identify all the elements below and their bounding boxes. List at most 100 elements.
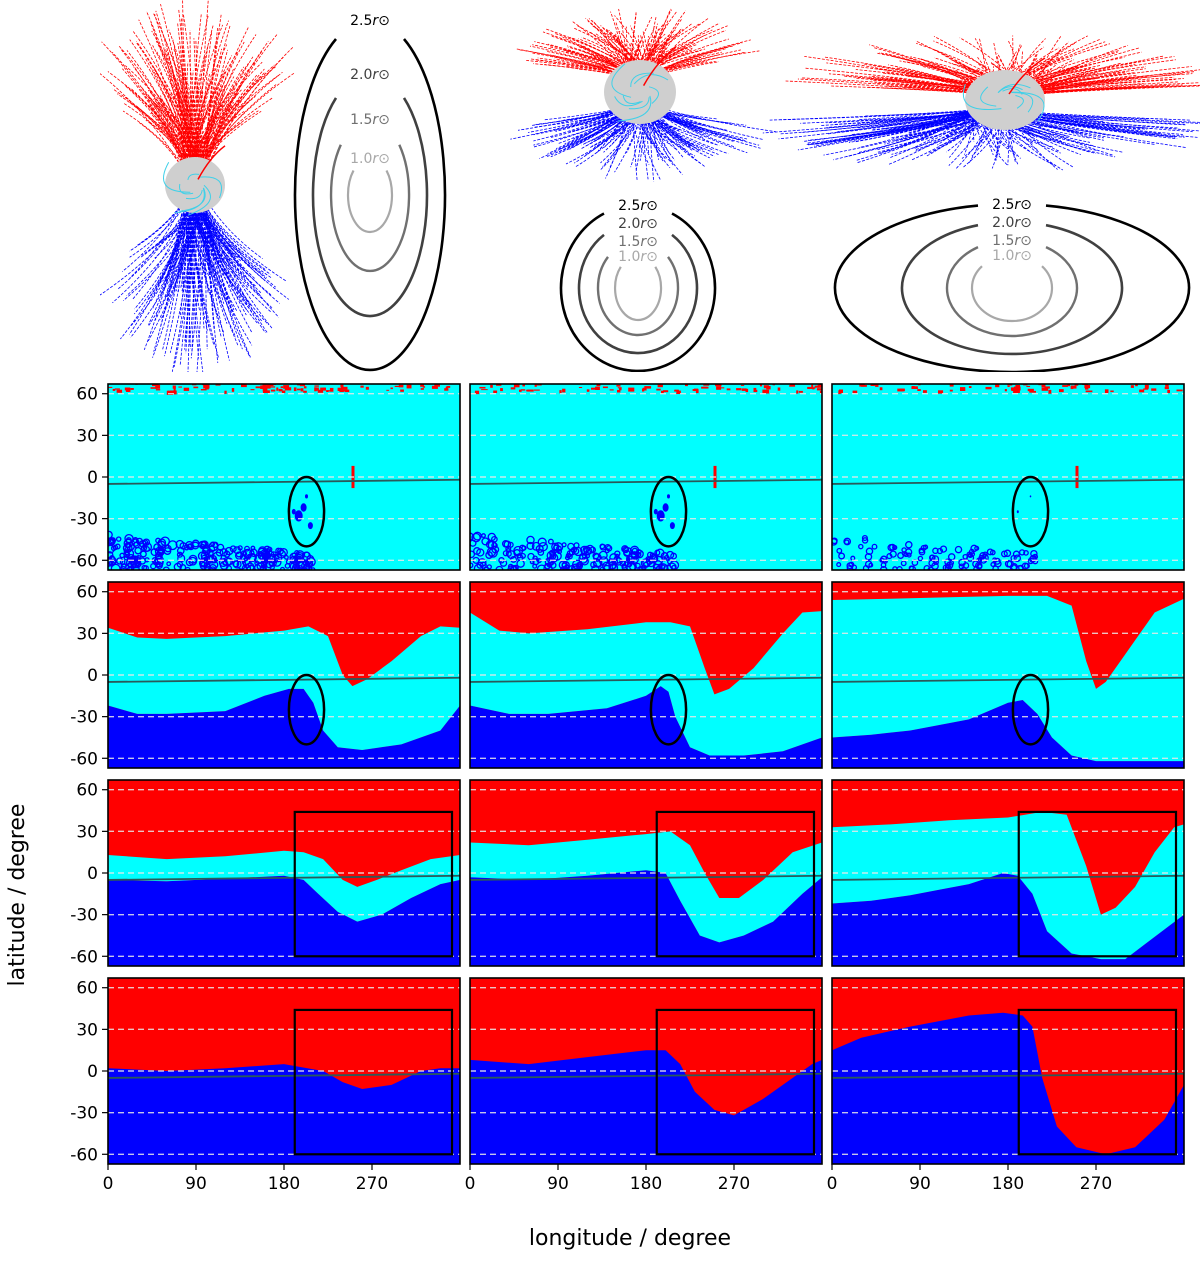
positive-fragment [1041, 384, 1046, 388]
negative-blob [653, 508, 658, 515]
positive-fragment [875, 384, 879, 387]
negative-network-cell [142, 538, 151, 546]
positive-fragment [268, 386, 276, 388]
panel-frame [469, 581, 823, 769]
map-panel-r1-c2 [469, 383, 823, 571]
negative-network-cell [487, 532, 497, 542]
negative-network-cell [901, 547, 907, 553]
positive-fragment [619, 388, 622, 391]
positive-fragment [386, 389, 390, 391]
negative-network-cell [306, 555, 315, 563]
positive-fragment [394, 385, 400, 387]
positive-fragment [1167, 389, 1170, 394]
region-marker-ellipse [649, 475, 688, 548]
positive-fragment [224, 390, 227, 394]
negative-network-cell [646, 551, 654, 558]
positive-fragment [183, 387, 190, 391]
positive-fragment [270, 389, 276, 392]
negative-network-cell [110, 563, 121, 570]
positive-fragment [796, 390, 799, 394]
positive-fragment [628, 387, 635, 392]
panel-frame [831, 779, 1185, 967]
negative-network-cell [566, 550, 574, 557]
negative-network-cell [608, 562, 619, 570]
negative-network-cell [108, 556, 117, 566]
negative-network-cell [233, 546, 242, 555]
region-marker-box [293, 1008, 454, 1156]
positive-fragment [616, 384, 621, 387]
negative-network-cell [570, 563, 581, 570]
negative-network-cell [115, 536, 122, 542]
negative-network-cell [944, 558, 952, 566]
negative-network-cell [179, 564, 187, 570]
positive-fragment [340, 384, 344, 388]
positive-fragment [474, 390, 480, 395]
negative-network-cell [974, 545, 980, 551]
equator-line [470, 676, 822, 683]
negative-network-cell [836, 547, 843, 554]
negative-network-cell [294, 551, 305, 562]
negative-region [470, 870, 822, 966]
map-panel-r1-c1: 60 30 0 -30 -60 [70, 383, 461, 571]
neutral-band [108, 626, 460, 750]
x-tick-label: 180 [630, 1174, 662, 1194]
positive-fragment [609, 389, 614, 391]
negative-network-cell [944, 563, 951, 569]
synoptic-map-grid: 60 30 0 -30 -60 60 30 0 -30 -60 60 30 0 -30 -60 60 30 0 -3… [70, 383, 1185, 1194]
negative-network-cell [510, 555, 517, 563]
positive-fragment [685, 384, 688, 387]
source-surface-contours-c3: 2.5r⊙ 2.0r⊙ 1.5r⊙1.0r⊙ [833, 197, 1191, 372]
negative-region [832, 700, 1184, 768]
negative-network-cell [947, 553, 956, 561]
negative-network-cell [864, 560, 873, 568]
positive-fragment [262, 384, 267, 387]
positive-fragment [1004, 389, 1007, 392]
negative-network-cell [234, 551, 244, 560]
negative-network-cell [970, 544, 978, 553]
negative-blob [305, 494, 308, 499]
radius-label: 1.0r⊙ [618, 249, 658, 265]
positive-fragment [879, 387, 883, 391]
positive-fragment [703, 386, 709, 389]
positive-region [470, 978, 822, 1116]
positive-fragment [949, 389, 953, 392]
region-marker-box [655, 810, 816, 958]
positive-fragment [1067, 384, 1070, 387]
map-panel-r2-c2 [469, 581, 823, 769]
positive-fragment [297, 388, 301, 391]
positive-fragment [1062, 385, 1068, 387]
positive-fragment [1013, 390, 1020, 393]
negative-network-cell [191, 539, 200, 548]
negative-region [832, 873, 1184, 966]
region-marker-ellipse [287, 475, 326, 548]
negative-network-cell [532, 558, 540, 566]
positive-fragment [586, 389, 590, 392]
positive-fragment [578, 387, 583, 388]
negative-network-cell [229, 545, 237, 553]
positive-fragment [278, 388, 283, 392]
negative-network-cell [126, 553, 136, 563]
negative-network-cell [948, 560, 955, 566]
negative-network-cell [487, 540, 497, 550]
positive-fragment [170, 390, 177, 395]
positive-fragment [642, 387, 647, 391]
negative-network-cell [980, 553, 989, 562]
positive-fragment [807, 386, 814, 389]
map-panel-r3-c2 [469, 779, 823, 967]
positive-fragment [1048, 389, 1052, 394]
positive-fragment [726, 388, 731, 391]
radius-label: 1.5r⊙ [992, 233, 1032, 249]
y-axis-label: latitude / degree [5, 804, 30, 987]
negative-network-cell [267, 554, 277, 564]
x-tick-label: 180 [268, 1174, 300, 1194]
y-tick-label: 0 [87, 666, 98, 686]
negative-network-cell [622, 546, 630, 554]
negative-network-cell [260, 564, 267, 570]
negative-blob [669, 522, 675, 530]
positive-fragment [777, 387, 781, 391]
negative-network-cell [250, 545, 256, 551]
negative-network-cell [143, 565, 149, 570]
negative-network-cell [109, 537, 117, 544]
positive-fragment [736, 388, 742, 391]
positive-fragment [1144, 384, 1149, 389]
